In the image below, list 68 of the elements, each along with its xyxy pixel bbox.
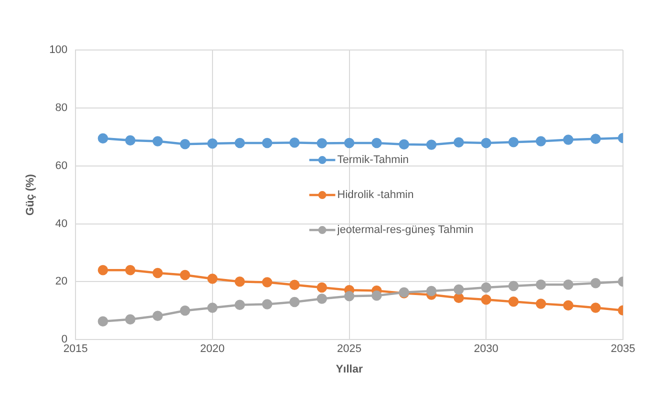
point [207,274,218,284]
point [316,138,328,148]
point [454,292,464,304]
point [207,302,218,313]
point [372,290,382,301]
point [152,310,163,321]
y-tick-label: 40 [55,218,68,230]
point [289,280,300,290]
x-tick-label: 2025 [337,343,362,356]
point [207,138,218,149]
y-tick-label: 100 [49,44,68,56]
point [262,277,272,288]
point [590,278,601,288]
point [398,139,410,150]
legend-label: Termik-Tahmin [337,154,409,166]
point [98,316,108,326]
point [316,282,328,293]
point [454,137,464,148]
point [289,296,300,308]
point [289,138,300,148]
point [152,268,163,278]
point [508,136,519,148]
point [454,284,464,295]
point [262,299,272,310]
point [590,134,601,144]
point [426,140,437,150]
y-tick-label: 80 [55,102,68,114]
point [180,138,190,150]
y-tick-label: 20 [55,276,68,288]
point [508,296,519,307]
point [508,280,519,292]
point [481,282,492,293]
point [536,298,546,309]
x-tick-label: 2030 [474,343,498,356]
point [180,306,190,316]
point [234,300,245,310]
point [125,314,136,324]
point [180,270,190,280]
point [563,300,574,311]
point [344,138,354,148]
point [372,138,382,148]
point [152,136,163,146]
point [316,294,328,304]
point [426,286,437,296]
point [481,138,492,148]
point [125,135,136,146]
point [536,279,546,290]
point [234,138,245,148]
y-tick-label: 60 [55,160,68,172]
legend-label: Hidrolik -tahmin [337,189,414,202]
y-axis-title: Güç (%) [24,174,37,216]
point [563,134,574,145]
x-tick-label: 2020 [200,343,225,356]
point [563,279,574,290]
point [262,138,272,148]
point [481,294,492,305]
point [590,302,601,313]
point [98,133,108,144]
point [98,264,108,276]
point [234,276,245,287]
y-tick-label: 0 [61,334,68,346]
x-tick-label: 2015 [63,343,88,356]
point [344,291,354,302]
legend-label: jeotermal-res-güneş Tahmin [336,224,474,236]
x-axis-title: Yıllar [336,363,364,376]
point [536,136,546,146]
x-tick-label: 2035 [610,343,636,356]
point [125,264,136,276]
